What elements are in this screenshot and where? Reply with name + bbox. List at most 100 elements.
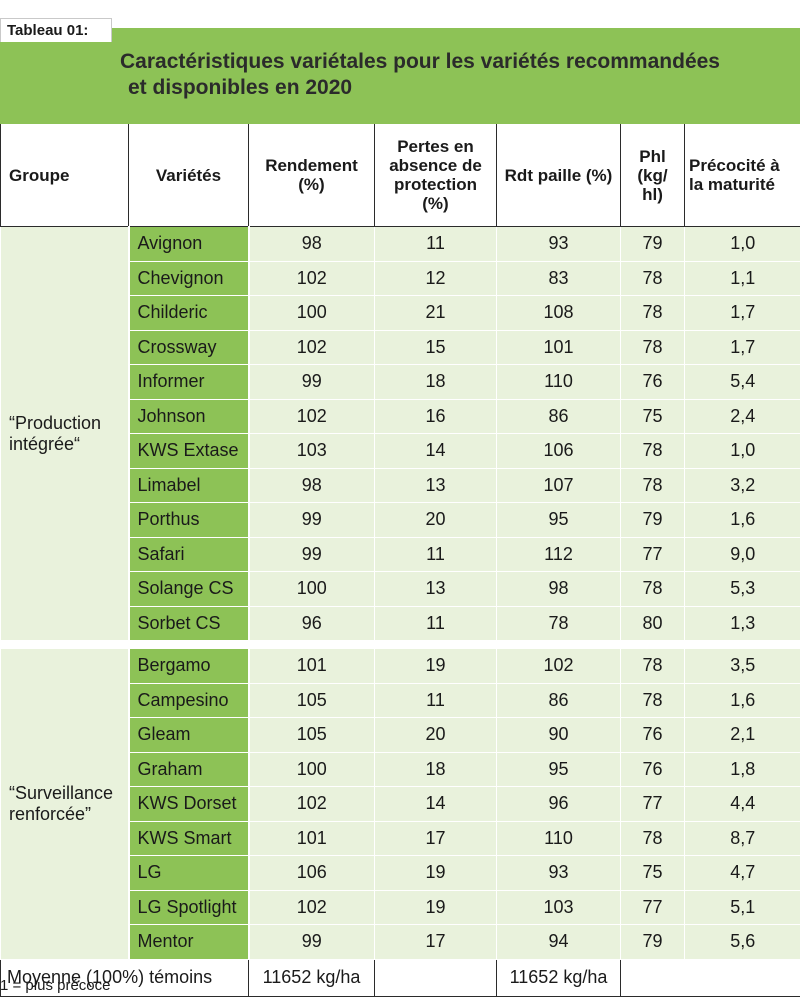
cell-rdt-paille: 102 bbox=[496, 649, 621, 684]
cell-phl: 78 bbox=[620, 433, 685, 469]
cell-precocite: 2,1 bbox=[684, 717, 800, 753]
title-line-2: et disponibles en 2020 bbox=[128, 76, 353, 99]
title-band bbox=[0, 28, 800, 124]
cell-precocite: 1,1 bbox=[684, 261, 800, 296]
cell-rdt-paille: 83 bbox=[496, 261, 621, 296]
cell-phl: 78 bbox=[620, 821, 685, 856]
cell-rdt-paille: 107 bbox=[496, 468, 621, 503]
group-label: “Surveillance renforcée” bbox=[0, 649, 129, 960]
cell-precocite: 5,3 bbox=[684, 571, 800, 607]
cell-pertes: 11 bbox=[374, 226, 497, 262]
table-row: Solange CS 100 13 98 78 5,3 bbox=[1, 571, 800, 607]
cell-rdt-paille: 86 bbox=[496, 683, 621, 718]
cell-precocite: 4,7 bbox=[684, 855, 800, 891]
table-row: Graham 100 18 95 76 1,8 bbox=[1, 752, 800, 787]
header-rdt-paille: Rdt paille (%) bbox=[496, 124, 621, 227]
variety-name: Mentor bbox=[127, 924, 250, 960]
cell-phl: 78 bbox=[620, 261, 685, 296]
cell-rendement: 102 bbox=[248, 890, 375, 925]
cell-rendement: 100 bbox=[248, 752, 375, 787]
table-row: LG 106 19 93 75 4,7 bbox=[1, 855, 800, 891]
cell-precocite: 1,6 bbox=[684, 683, 800, 718]
empty-cell bbox=[374, 958, 497, 997]
cell-pertes: 19 bbox=[374, 890, 497, 925]
footnote: 1 = plus précoce bbox=[0, 977, 111, 994]
group-separator bbox=[0, 640, 800, 649]
cell-precocite: 2,4 bbox=[684, 399, 800, 434]
cell-pertes: 21 bbox=[374, 295, 497, 331]
table-row: KWS Smart 101 17 110 78 8,7 bbox=[1, 821, 800, 856]
variety-name: Sorbet CS bbox=[127, 606, 250, 641]
variety-name: LG Spotlight bbox=[127, 890, 250, 925]
cell-rendement: 99 bbox=[248, 924, 375, 960]
cell-precocite: 9,0 bbox=[684, 537, 800, 572]
cell-rdt-paille: 94 bbox=[496, 924, 621, 960]
cell-phl: 78 bbox=[620, 571, 685, 607]
cell-precocite: 1,8 bbox=[684, 752, 800, 787]
cell-pertes: 13 bbox=[374, 571, 497, 607]
cell-phl: 78 bbox=[620, 330, 685, 365]
cell-phl: 77 bbox=[620, 890, 685, 925]
cell-rendement: 105 bbox=[248, 683, 375, 718]
table-row: Chevignon 102 12 83 78 1,1 bbox=[1, 261, 800, 296]
cell-rendement: 102 bbox=[248, 399, 375, 434]
variety-name: LG bbox=[127, 855, 250, 891]
cell-rdt-paille: 93 bbox=[496, 226, 621, 262]
cell-pertes: 12 bbox=[374, 261, 497, 296]
variety-name: Porthus bbox=[127, 502, 250, 538]
cell-pertes: 19 bbox=[374, 855, 497, 891]
cell-rendement: 103 bbox=[248, 433, 375, 469]
cell-pertes: 18 bbox=[374, 364, 497, 400]
cell-pertes: 20 bbox=[374, 502, 497, 538]
cell-precocite: 5,1 bbox=[684, 890, 800, 925]
header-groupe: Groupe bbox=[0, 124, 129, 227]
cell-rendement: 102 bbox=[248, 261, 375, 296]
table-row: Safari 99 11 112 77 9,0 bbox=[1, 537, 800, 572]
cell-pertes: 11 bbox=[374, 537, 497, 572]
cell-precocite: 1,6 bbox=[684, 502, 800, 538]
cell-rdt-paille: 90 bbox=[496, 717, 621, 753]
cell-rendement: 101 bbox=[248, 821, 375, 856]
average-rendement: 11652 kg/ha bbox=[248, 958, 375, 997]
cell-precocite: 1,0 bbox=[684, 226, 800, 262]
cell-phl: 75 bbox=[620, 399, 685, 434]
table-row: Sorbet CS 96 11 78 80 1,3 bbox=[1, 606, 800, 641]
cell-phl: 79 bbox=[620, 502, 685, 538]
variety-name: KWS Smart bbox=[127, 821, 250, 856]
cell-rendement: 96 bbox=[248, 606, 375, 641]
variety-name: Childeric bbox=[127, 295, 250, 331]
cell-rdt-paille: 112 bbox=[496, 537, 621, 572]
variety-name: Bergamo bbox=[127, 649, 250, 684]
variety-name: Campesino bbox=[127, 683, 250, 718]
header-rendement: Rendement (%) bbox=[248, 124, 375, 227]
header-phl: Phl (kg/ hl) bbox=[620, 124, 685, 227]
variety-name: Crossway bbox=[127, 330, 250, 365]
average-row: Moyenne (100%) témoins 11652 kg/ha 11652 k… bbox=[0, 958, 800, 997]
table-title: Caractéristiques variétales pour les var… bbox=[120, 49, 790, 101]
cell-rendement: 98 bbox=[248, 226, 375, 262]
cell-precocite: 3,5 bbox=[684, 649, 800, 684]
variety-name: Gleam bbox=[127, 717, 250, 753]
cell-rendement: 106 bbox=[248, 855, 375, 891]
variety-name: Chevignon bbox=[127, 261, 250, 296]
table-row: Johnson 102 16 86 75 2,4 bbox=[1, 399, 800, 434]
cell-precocite: 5,4 bbox=[684, 364, 800, 400]
cell-rendement: 100 bbox=[248, 571, 375, 607]
variety-name: KWS Extase bbox=[127, 433, 250, 469]
cell-precocite: 3,2 bbox=[684, 468, 800, 503]
variety-name: Solange CS bbox=[127, 571, 250, 607]
cell-precocite: 5,6 bbox=[684, 924, 800, 960]
variety-name: Safari bbox=[127, 537, 250, 572]
cell-pertes: 11 bbox=[374, 683, 497, 718]
table-row: Limabel 98 13 107 78 3,2 bbox=[1, 468, 800, 503]
table-row: Childeric 100 21 108 78 1,7 bbox=[1, 295, 800, 331]
table-row: Porthus 99 20 95 79 1,6 bbox=[1, 502, 800, 538]
table-row: Mentor 99 17 94 79 5,6 bbox=[1, 924, 800, 960]
average-label: Moyenne (100%) témoins bbox=[0, 958, 249, 997]
cell-pertes: 20 bbox=[374, 717, 497, 753]
empty-cell bbox=[620, 958, 800, 997]
table-row: Campesino 105 11 86 78 1,6 bbox=[1, 683, 800, 718]
cell-rdt-paille: 86 bbox=[496, 399, 621, 434]
cell-rdt-paille: 101 bbox=[496, 330, 621, 365]
cell-phl: 79 bbox=[620, 924, 685, 960]
